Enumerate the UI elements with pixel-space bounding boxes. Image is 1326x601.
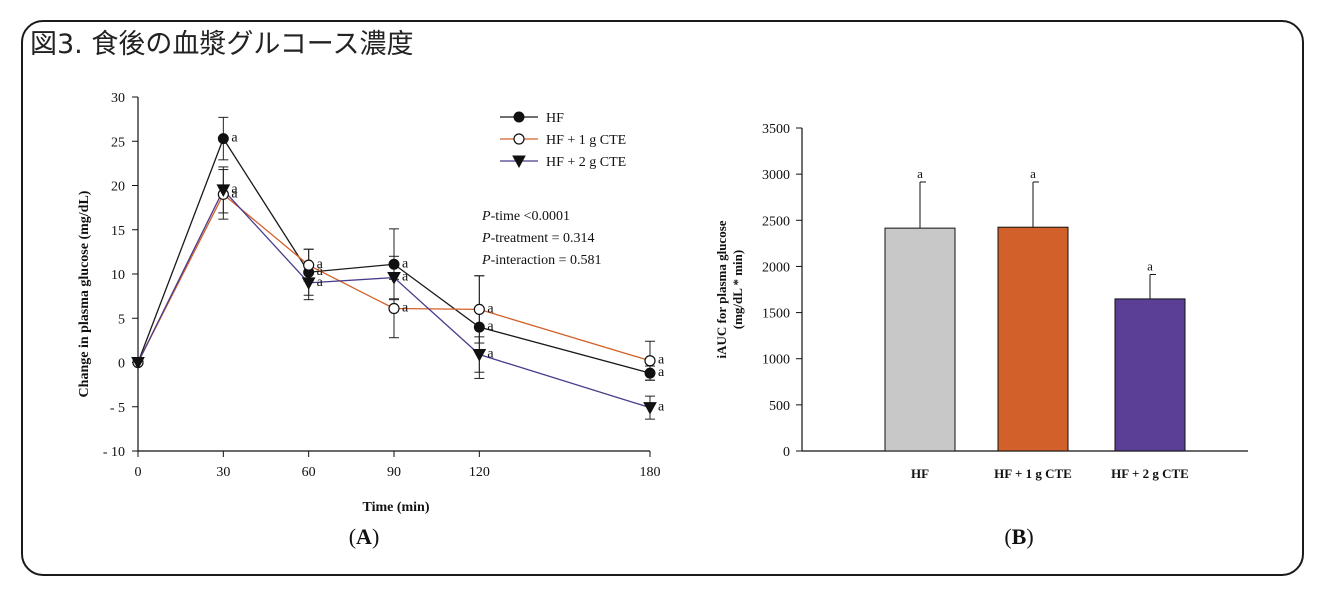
significance-label-a: a (658, 400, 665, 415)
y-tick-label-a: 20 (111, 180, 125, 195)
marker-hf (644, 367, 656, 379)
y-tick-label-b: 1000 (762, 353, 790, 368)
x-category-label-b: HF (911, 466, 929, 481)
y-tick-label-a: 25 (111, 135, 125, 150)
series-line (137, 188, 651, 409)
y-tick-label-a: 5 (118, 312, 125, 327)
panel-label-a: (A) (349, 524, 380, 549)
significance-label-a: a (658, 353, 665, 368)
significance-label-a: a (487, 319, 494, 334)
panel-label-b: (B) (1004, 524, 1033, 549)
significance-label-a: a (317, 275, 324, 290)
p-value-annotation: P-treatment = 0.314 (481, 231, 594, 246)
significance-label-a: a (487, 347, 494, 362)
series-line (137, 137, 651, 374)
x-category-label-b: HF + 2 g CTE (1111, 466, 1189, 481)
significance-label-b: a (1030, 166, 1036, 181)
significance-label-a: a (402, 270, 409, 285)
significance-label-b: a (917, 166, 923, 181)
marker-hf-2g-cte (216, 184, 231, 197)
y-axis-label-a: Change in plasma glucose (mg/dL) (77, 190, 92, 397)
significance-label-a: a (658, 365, 665, 380)
marker-hf-2g-cte (512, 155, 526, 169)
y-tick-label-b: 0 (783, 445, 790, 460)
y-tick-label-b: 1500 (762, 307, 790, 322)
marker-hf (473, 321, 485, 333)
y-tick-label-b: 2000 (762, 260, 790, 275)
marker-hf (388, 258, 400, 270)
y-tick-label-a: - 5 (110, 401, 125, 416)
x-tick-label-a: 60 (302, 465, 316, 480)
y-tick-label-b: 2500 (762, 214, 790, 229)
y-tick-label-b: 3000 (762, 168, 790, 183)
legend-label: HF (546, 111, 564, 126)
marker-hf-1g-cte (303, 259, 315, 271)
y-tick-label-b: 500 (769, 399, 790, 414)
series-line (137, 193, 651, 363)
marker-hf-1g-cte (388, 302, 400, 315)
p-value-annotation: P-time <0.0001 (481, 209, 570, 224)
figure-title: 図3. 食後の血漿グルコース濃度 (30, 29, 414, 60)
bar-2 (1114, 298, 1186, 452)
legend-label: HF + 1 g CTE (546, 133, 626, 148)
y-tick-label-a: 10 (111, 268, 125, 283)
y-tick-label-a: 30 (111, 91, 125, 106)
significance-label-a: a (487, 301, 494, 316)
significance-label-a: a (317, 264, 324, 279)
significance-label-a: a (231, 131, 238, 146)
p-value-annotation: P-interaction = 0.581 (481, 253, 601, 268)
significance-label-a: a (231, 186, 238, 201)
x-tick-label-a: 180 (640, 465, 661, 480)
marker-hf-2g-cte (643, 402, 657, 415)
marker-hf-2g-cte (301, 277, 316, 290)
bar-1 (997, 226, 1069, 452)
significance-label-b: a (1147, 258, 1153, 273)
bar-0 (884, 227, 956, 452)
marker-hf-2g-cte (131, 357, 145, 370)
marker-hf-1g-cte (644, 355, 656, 367)
x-tick-label-a: 30 (216, 465, 230, 480)
y-tick-label-b: 3500 (762, 122, 790, 137)
marker-hf (217, 133, 229, 145)
y-tick-label-a: 15 (111, 224, 125, 239)
marker-hf-2g-cte (472, 349, 487, 362)
x-tick-label-a: 0 (135, 465, 142, 480)
x-tick-label-a: 90 (387, 465, 401, 480)
marker-hf (513, 111, 525, 123)
marker-hf-1g-cte (513, 133, 525, 145)
x-category-label-b: HF + 1 g CTE (994, 466, 1072, 481)
significance-label-a: a (317, 257, 324, 272)
significance-label-a: a (402, 256, 409, 271)
significance-label-a: a (402, 301, 409, 316)
y-axis-label-b-line2: (mg/dL * min) (730, 250, 745, 329)
x-axis-label-a: Time (min) (362, 500, 429, 515)
significance-label-a: a (231, 182, 238, 197)
y-tick-label-a: 0 (118, 357, 125, 372)
y-tick-label-a: - 10 (103, 445, 125, 460)
legend-label: HF + 2 g CTE (546, 155, 626, 170)
marker-hf-1g-cte (473, 303, 485, 315)
marker-hf-2g-cte (387, 272, 401, 285)
y-axis-label-b-line1: iAUC for plasma glucose (714, 220, 729, 358)
figure-frame (21, 20, 1304, 576)
x-tick-label-a: 120 (469, 465, 490, 480)
